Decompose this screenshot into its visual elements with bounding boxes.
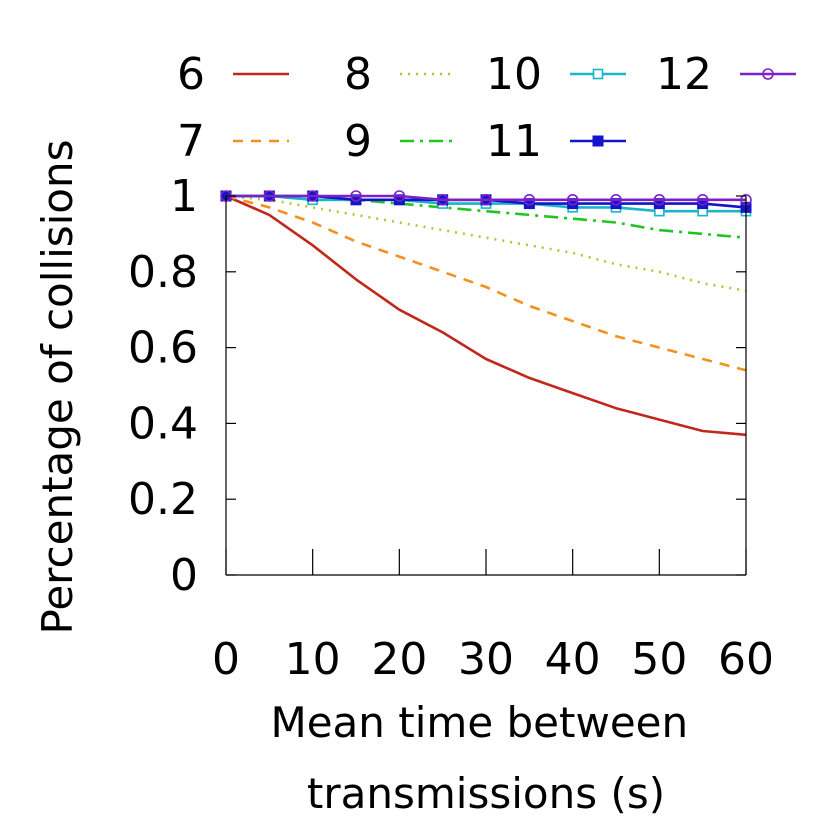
y-tick-label: 0 xyxy=(170,550,198,601)
legend-marker-11 xyxy=(592,135,604,147)
plot-area xyxy=(220,190,752,437)
series-point-12 xyxy=(350,190,362,202)
legend-marker-12 xyxy=(762,68,774,80)
series-point-12 xyxy=(696,193,709,206)
legend-entry-10: 10 xyxy=(486,49,626,100)
series-point-12 xyxy=(263,190,276,202)
x-tick-label: 60 xyxy=(718,634,774,685)
legend-label: 11 xyxy=(486,116,542,167)
x-axis-title: Mean time between transmissions (s) xyxy=(270,698,701,818)
series-line-7 xyxy=(225,194,747,372)
series-point-12 xyxy=(480,193,492,206)
y-tick-label: 0.2 xyxy=(128,474,198,525)
series-6 xyxy=(225,194,747,437)
legend-entry-8: 8 xyxy=(344,49,456,100)
series-line-6 xyxy=(225,194,747,437)
x-tick-label: 0 xyxy=(212,634,240,685)
x-tick-label: 50 xyxy=(631,634,687,685)
x-tick-label: 40 xyxy=(545,634,601,685)
x-tick-label: 30 xyxy=(458,634,514,685)
x-tick-label: 10 xyxy=(285,634,341,685)
legend-entry-11: 11 xyxy=(486,116,626,167)
legend: 6 7 8 9 10 11 12 xyxy=(177,49,796,167)
series-line-8 xyxy=(225,194,747,293)
series-point-12 xyxy=(610,193,622,206)
y-tick-label: 0.8 xyxy=(128,247,198,298)
legend-marker-10 xyxy=(592,68,604,80)
y-tick-label: 1 xyxy=(170,171,198,222)
series-line-9 xyxy=(226,194,747,239)
x-axis-title-line-1: Mean time between xyxy=(270,698,688,747)
series-point-12 xyxy=(436,193,449,206)
legend-label: 7 xyxy=(177,116,205,167)
series-point-12 xyxy=(306,190,319,202)
y-tick-label: 0.4 xyxy=(128,398,198,449)
legend-label: 10 xyxy=(486,49,542,100)
legend-label: 8 xyxy=(344,49,372,100)
series-line-12 xyxy=(226,194,746,202)
series-point-12 xyxy=(523,193,536,206)
series-point-12 xyxy=(393,190,406,202)
legend-label: 12 xyxy=(656,49,712,100)
legend-entry-6: 6 xyxy=(177,49,289,100)
y-axis-title: Percentage of collisions xyxy=(33,140,82,635)
y-tick-label: 0.6 xyxy=(128,323,198,374)
axes: 00.20.40.60.810 10 20 30 40 50 60 xyxy=(128,171,774,685)
series-7 xyxy=(225,194,747,372)
legend-entry-9: 9 xyxy=(344,116,456,167)
legend-label: 6 xyxy=(177,49,205,100)
legend-label: 9 xyxy=(344,116,372,167)
legend-entry-12: 12 xyxy=(656,49,796,100)
series-8 xyxy=(225,194,747,293)
legend-entry-7: 7 xyxy=(177,116,289,167)
series-point-12 xyxy=(653,193,666,206)
series-point-12 xyxy=(566,193,579,206)
x-tick-label: 20 xyxy=(371,634,427,685)
x-axis-title-line-2: transmissions (s) xyxy=(307,769,665,818)
series-12 xyxy=(220,190,752,206)
series-9 xyxy=(226,194,747,239)
